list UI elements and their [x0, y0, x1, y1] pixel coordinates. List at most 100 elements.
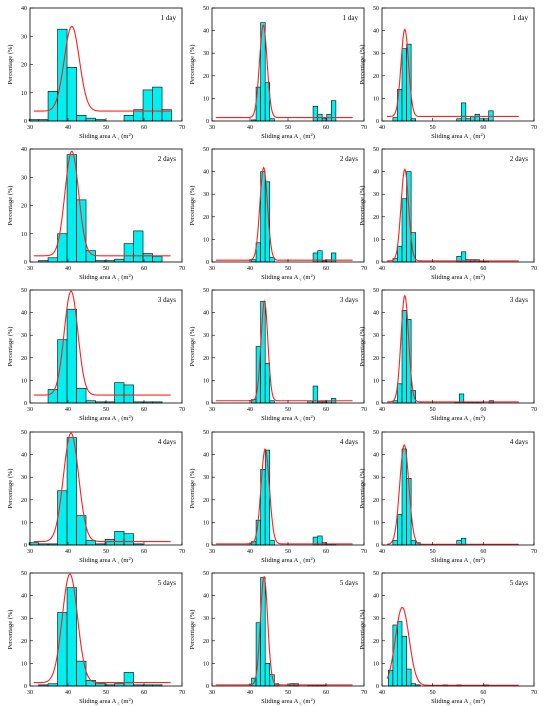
x-tick-label: 40	[65, 549, 71, 555]
y-tick-label: 10	[21, 91, 27, 97]
fit-curve	[33, 573, 171, 684]
y-tick-label: 20	[203, 74, 209, 80]
y-tick-label: 20	[373, 74, 379, 80]
y-tick-label: 20	[373, 639, 379, 645]
day-label: 4 days	[340, 438, 358, 446]
x-tick-label: 30	[27, 266, 33, 272]
y-tick-label: 50	[373, 288, 379, 294]
y-tick-label: 20	[203, 356, 209, 362]
y-tick-label: 0	[206, 119, 209, 125]
x-tick-label: 50	[430, 407, 436, 413]
y-tick-label: 30	[203, 616, 209, 622]
x-tick-label: 70	[531, 549, 537, 555]
y-tick-label: 50	[21, 288, 27, 294]
x-tick-label: 50	[430, 125, 436, 131]
y-axis-label: Percentage (%)	[359, 327, 366, 367]
day-label: 3 days	[158, 296, 176, 304]
fit-curve	[215, 299, 353, 402]
x-tick-label: 70	[361, 266, 367, 272]
x-tick-label: 30	[209, 549, 215, 555]
x-tick-label: 60	[480, 407, 486, 413]
y-tick-label: 20	[21, 356, 27, 362]
plot-frame	[381, 148, 535, 263]
y-tick-label: 0	[24, 119, 27, 125]
y-tick-label: 30	[21, 475, 27, 481]
y-tick-label: 50	[203, 288, 209, 294]
x-tick-label: 40	[65, 125, 71, 131]
y-axis-label: Percentage (%)	[189, 469, 196, 509]
y-tick-label: 20	[373, 356, 379, 362]
y-tick-label: 40	[203, 453, 209, 459]
y-tick-label: 20	[21, 204, 27, 210]
x-tick-label: 50	[103, 549, 109, 555]
y-tick-label: 50	[373, 6, 379, 12]
y-tick-label: 30	[21, 34, 27, 40]
plot-frame	[381, 7, 535, 122]
y-axis-label: Percentage (%)	[359, 186, 366, 226]
x-tick-label: 70	[361, 690, 367, 696]
x-tick-label: 30	[27, 125, 33, 131]
y-tick-label: 0	[376, 119, 379, 125]
y-axis-label: Percentage (%)	[7, 327, 14, 367]
x-axis-label: Sliding area A c (m2)	[431, 556, 485, 565]
y-tick-label: 50	[203, 6, 209, 12]
x-tick-label: 60	[323, 690, 329, 696]
y-tick-label: 30	[373, 616, 379, 622]
x-tick-label: 40	[65, 690, 71, 696]
fit-curve	[33, 432, 171, 543]
x-tick-label: 60	[141, 266, 147, 272]
y-tick-label: 10	[373, 378, 379, 384]
y-tick-label: 10	[203, 520, 209, 526]
x-tick-label: 60	[141, 690, 147, 696]
y-tick-label: 30	[373, 475, 379, 481]
x-tick-label: 70	[179, 407, 185, 413]
x-tick-label: 60	[323, 125, 329, 131]
y-tick-label: 40	[373, 311, 379, 317]
y-tick-label: 0	[24, 684, 27, 690]
x-tick-label: 70	[361, 549, 367, 555]
plot-frame	[381, 572, 535, 687]
y-axis-label: Percentage (%)	[7, 469, 14, 509]
histogram-bar	[401, 635, 407, 687]
y-axis-label: Percentage (%)	[189, 45, 196, 85]
y-axis-label: Percentage (%)	[359, 45, 366, 85]
x-axis-label: Sliding area A c (m2)	[79, 132, 133, 141]
y-tick-label: 50	[373, 147, 379, 153]
y-tick-label: 10	[203, 237, 209, 243]
y-tick-label: 50	[203, 571, 209, 577]
x-tick-label: 50	[103, 690, 109, 696]
y-tick-label: 30	[203, 475, 209, 481]
x-axis-label: Sliding area A c (m2)	[79, 697, 133, 706]
x-tick-label: 70	[179, 266, 185, 272]
x-axis-label: Sliding area A c (m2)	[431, 273, 485, 282]
fit-curve	[215, 448, 353, 545]
x-tick-label: 40	[65, 266, 71, 272]
fit-curve	[387, 28, 519, 118]
x-tick-label: 50	[430, 690, 436, 696]
x-tick-label: 30	[209, 407, 215, 413]
x-tick-label: 30	[27, 549, 33, 555]
x-tick-label: 40	[379, 125, 385, 131]
x-tick-label: 40	[247, 125, 253, 131]
fit-curve	[386, 606, 519, 686]
x-axis-label: Sliding area A c (m2)	[261, 556, 315, 565]
x-tick-label: 70	[531, 125, 537, 131]
x-tick-label: 40	[247, 407, 253, 413]
day-label: 2 days	[340, 155, 358, 163]
y-axis-label: Percentage (%)	[189, 327, 196, 367]
x-tick-label: 60	[141, 407, 147, 413]
y-tick-label: 10	[21, 232, 27, 238]
x-axis-label: Sliding area A c (m2)	[431, 132, 485, 141]
x-tick-label: 60	[323, 549, 329, 555]
x-tick-label: 60	[323, 407, 329, 413]
x-tick-label: 40	[379, 266, 385, 272]
day-label: 1 day	[513, 14, 529, 22]
y-tick-label: 50	[373, 430, 379, 436]
x-tick-label: 30	[27, 690, 33, 696]
y-tick-label: 20	[203, 215, 209, 221]
histogram-bar	[392, 624, 398, 687]
y-tick-label: 40	[203, 594, 209, 600]
y-tick-label: 30	[21, 175, 27, 181]
x-tick-label: 70	[179, 549, 185, 555]
